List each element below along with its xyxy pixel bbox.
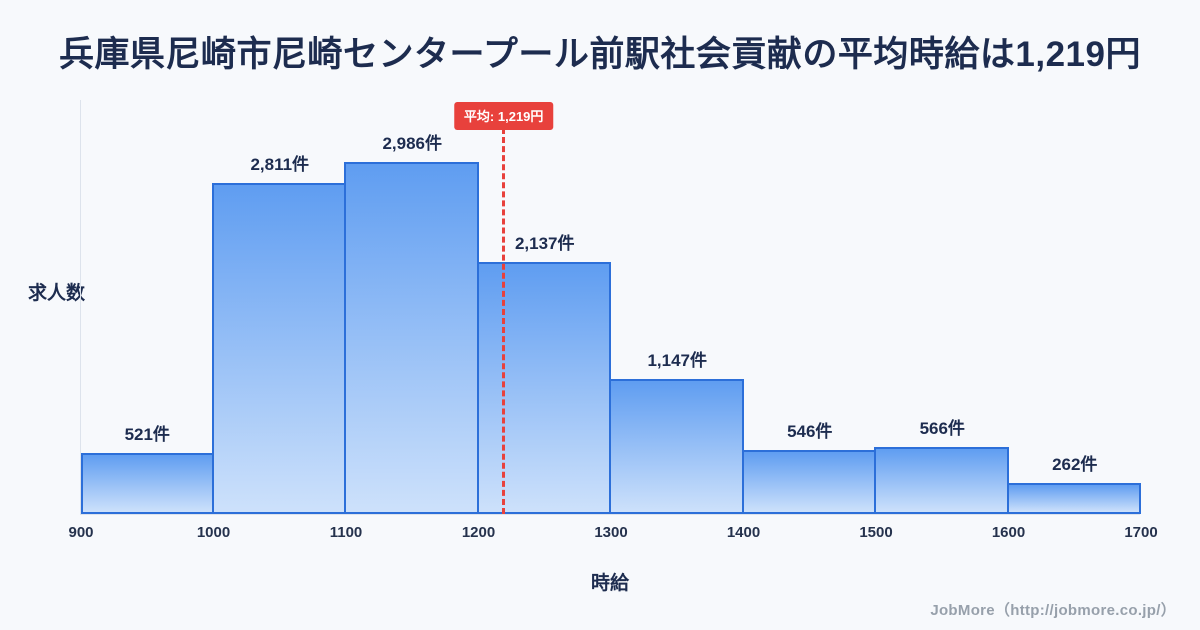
x-axis-tick-label: 900 xyxy=(68,524,94,541)
x-axis-tick-label: 1000 xyxy=(196,524,231,541)
x-axis-tick-label: 1600 xyxy=(991,524,1026,541)
x-axis-tick-label: 1700 xyxy=(1124,524,1158,541)
bar-value-label: 566件 xyxy=(919,419,965,438)
average-badge: 平均: 1,219円 xyxy=(453,102,554,130)
histogram-bar xyxy=(344,162,479,514)
histogram-bar xyxy=(476,262,611,514)
x-axis-tick-label: 1300 xyxy=(594,524,628,541)
bar-value-label: 2,137件 xyxy=(514,234,575,253)
histogram-bar xyxy=(874,447,1009,514)
x-axis-tick-label: 1100 xyxy=(329,524,363,541)
x-axis-label: 時給 xyxy=(590,573,629,594)
bar-value-label: 1,147件 xyxy=(647,351,708,370)
page-title: 兵庫県尼崎市尼崎センタープール前駅社会貢献の平均時給は1,219円 xyxy=(59,35,1141,74)
plot-area: 521件 2,811件 2,986件 2,137件 1,147件 546件 566件 262件… xyxy=(68,100,1158,541)
y-axis-label: 求人数 xyxy=(28,283,86,304)
histogram-bar xyxy=(81,453,214,514)
histogram-bar xyxy=(1006,483,1141,514)
histogram-bar xyxy=(211,183,346,514)
bar-value-label: 521件 xyxy=(124,425,170,444)
x-axis-tick-label: 1400 xyxy=(726,524,761,541)
x-axis-tick-label: 1200 xyxy=(461,524,496,541)
x-axis-tick-label: 1500 xyxy=(859,524,893,541)
bar-value-label: 2,986件 xyxy=(382,134,443,153)
histogram-bar xyxy=(741,450,876,514)
bar-value-label: 2,811件 xyxy=(250,155,310,174)
bar-value-label: 262件 xyxy=(1052,455,1098,474)
bar-value-label: 546件 xyxy=(787,422,833,441)
footer-credit: JobMore（http://jobmore.co.jp/） xyxy=(930,602,1176,619)
average-line xyxy=(502,128,506,514)
histogram-bar xyxy=(609,379,744,514)
